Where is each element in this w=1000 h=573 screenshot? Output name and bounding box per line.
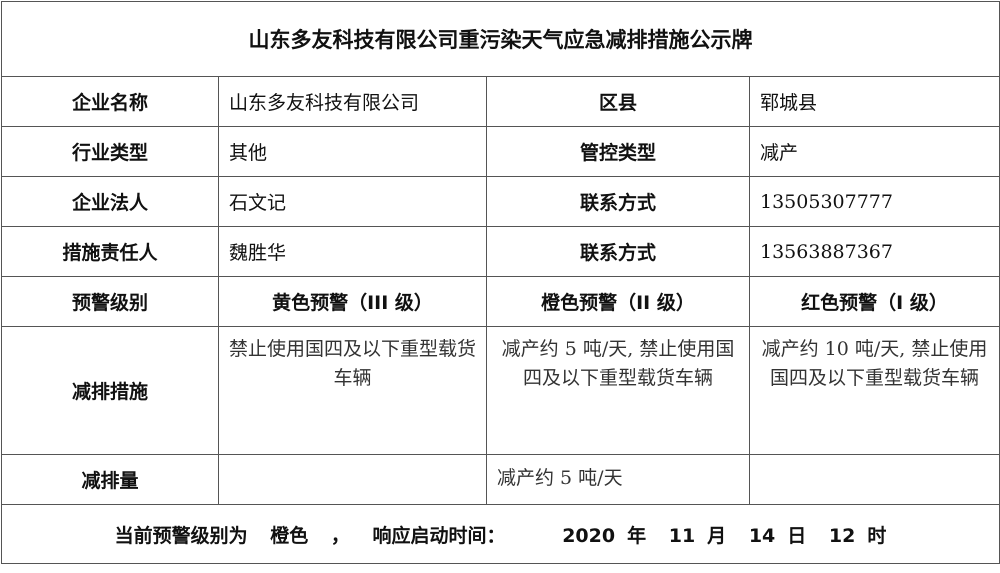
value: 13505307777 [749, 176, 1000, 227]
footer-year: 2020 [562, 524, 616, 547]
label: 区县 [486, 76, 750, 127]
value: 魏胜华 [218, 226, 487, 277]
footer-month-unit: 月 [707, 524, 727, 547]
footer-day-unit: 日 [787, 524, 807, 547]
footer-comma: ， [330, 524, 350, 547]
yellow-measure: 禁止使用国四及以下重型载货车辆 [218, 326, 487, 455]
info-row-company: 企业名称 山东多友科技有限公司 区县 郓城县 [1, 76, 1000, 127]
value: 山东多友科技有限公司 [218, 76, 487, 127]
label: 联系方式 [486, 176, 750, 227]
label: 预警级别 [1, 276, 219, 327]
footer-start-label: 响应启动时间： [372, 524, 506, 547]
label: 企业名称 [1, 76, 219, 127]
value: 郓城县 [749, 76, 1000, 127]
footer-year-unit: 年 [627, 524, 647, 547]
yellow-warning-header: 黄色预警（III 级） [218, 276, 487, 327]
label: 行业类型 [1, 126, 219, 177]
info-row-responsible: 措施责任人 魏胜华 联系方式 13563887367 [1, 226, 1000, 277]
value: 13563887367 [749, 226, 1000, 277]
footer-hour: 12 [828, 524, 856, 547]
yellow-reduction [218, 454, 487, 505]
value: 减产 [749, 126, 1000, 177]
footer-month: 11 [668, 524, 696, 547]
label: 企业法人 [1, 176, 219, 227]
value: 其他 [218, 126, 487, 177]
footer-day: 14 [748, 524, 776, 547]
measures-row: 减排措施 禁止使用国四及以下重型载货车辆 减产约 5 吨/天, 禁止使用国四及以… [1, 326, 1000, 455]
label: 管控类型 [486, 126, 750, 177]
warning-level-row: 预警级别 黄色预警（III 级） 橙色预警（II 级） 红色预警（I 级） [1, 276, 1000, 327]
label: 减排量 [1, 454, 219, 505]
red-warning-header: 红色预警（I 级） [749, 276, 1000, 327]
red-measure: 减产约 10 吨/天, 禁止使用国四及以下重型载货车辆 [749, 326, 1000, 455]
red-reduction [749, 454, 1000, 505]
orange-reduction: 减产约 5 吨/天 [486, 454, 750, 505]
label: 措施责任人 [1, 226, 219, 277]
label: 减排措施 [1, 326, 219, 455]
footer-hour-unit: 时 [867, 524, 887, 547]
value: 石文记 [218, 176, 487, 227]
footer-prefix: 当前预警级别为 [114, 524, 248, 547]
label: 联系方式 [486, 226, 750, 277]
orange-warning-header: 橙色预警（II 级） [486, 276, 750, 327]
orange-measure: 减产约 5 吨/天, 禁止使用国四及以下重型载货车辆 [486, 326, 750, 455]
info-row-industry: 行业类型 其他 管控类型 减产 [1, 126, 1000, 177]
info-row-legal-person: 企业法人 石文记 联系方式 13505307777 [1, 176, 1000, 227]
footer-level: 橙色 [270, 524, 309, 547]
current-warning-footer: 当前预警级别为 橙色 ， 响应启动时间： 2020 年 11 月 14 日 12 时 [1, 504, 1000, 564]
reduction-row: 减排量 减产约 5 吨/天 [1, 454, 1000, 505]
board-title: 山东多友科技有限公司重污染天气应急减排措施公示牌 [1, 1, 1000, 77]
